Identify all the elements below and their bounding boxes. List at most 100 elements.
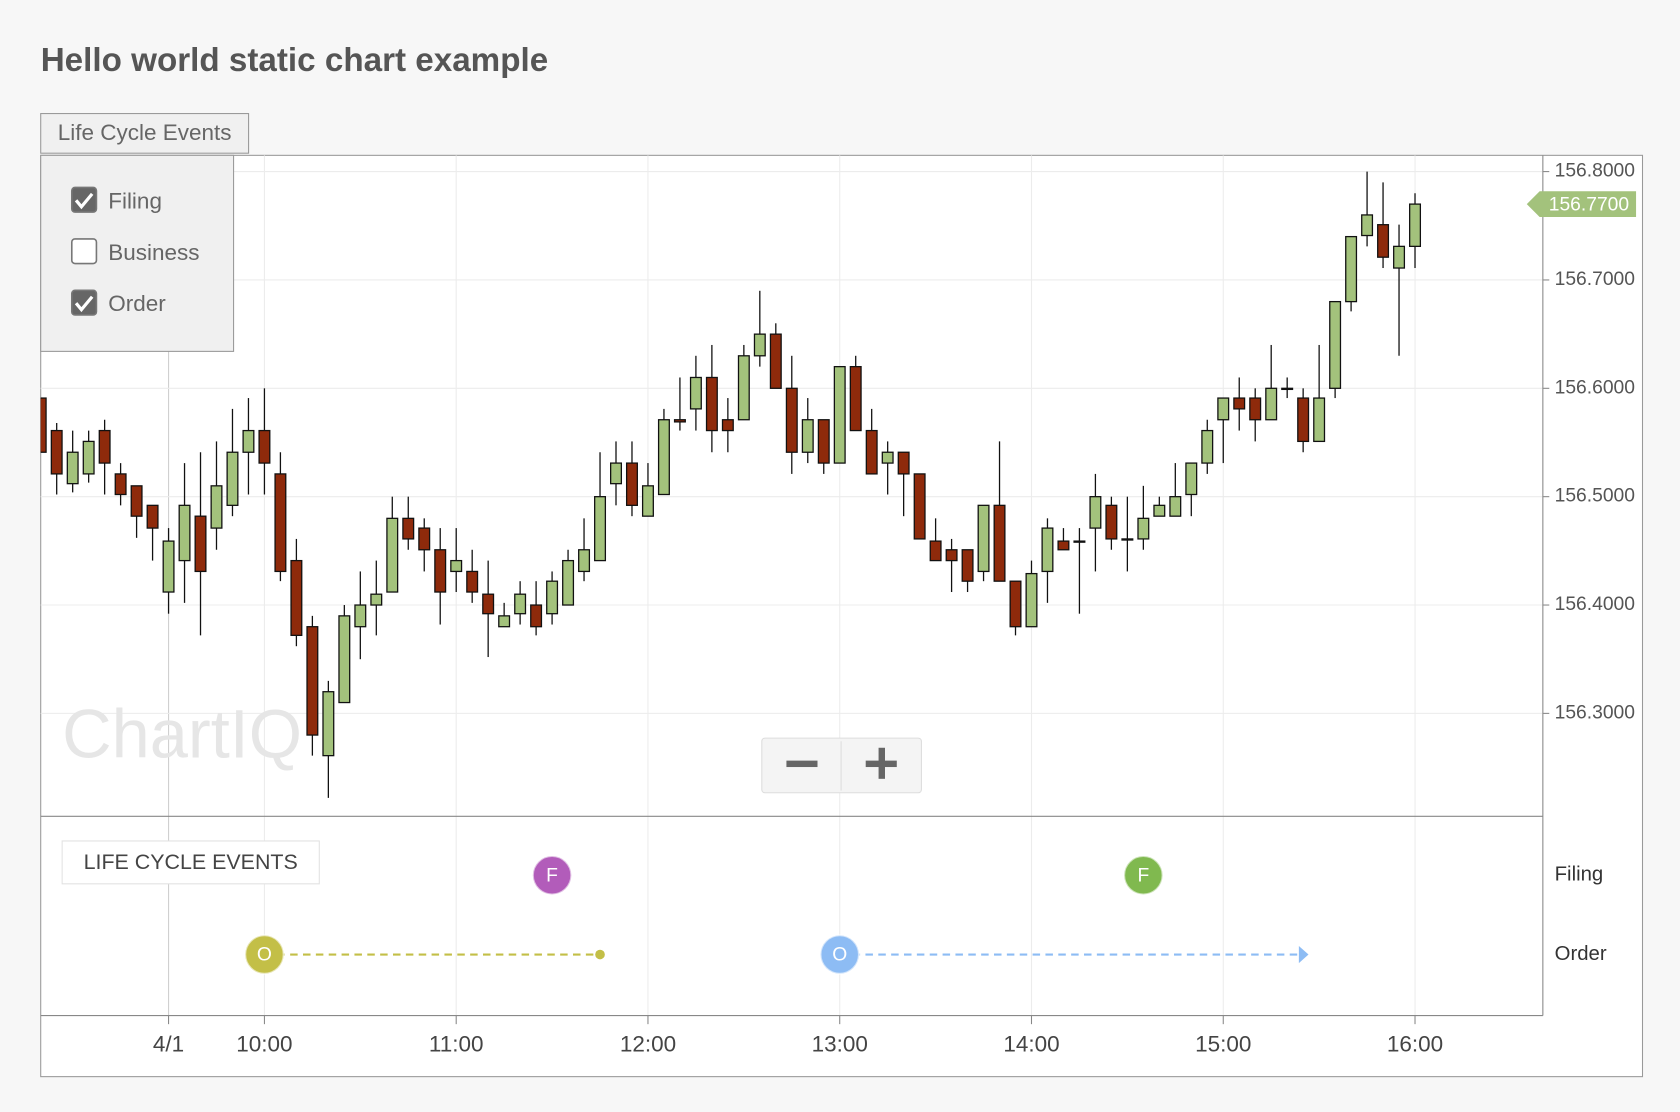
candle-body xyxy=(322,691,335,757)
plus-icon-v xyxy=(878,747,885,779)
event-marker[interactable] xyxy=(531,854,573,896)
candle-body xyxy=(50,429,63,475)
checkbox[interactable] xyxy=(70,238,98,265)
checkbox[interactable] xyxy=(70,289,98,316)
button-box[interactable] xyxy=(40,113,250,154)
candle-body xyxy=(1233,397,1246,410)
candle-body xyxy=(785,387,798,453)
page-title: Hello world static chart example xyxy=(41,42,548,79)
candle-body xyxy=(1393,245,1406,269)
candle-body xyxy=(625,462,638,506)
candle-body xyxy=(434,549,447,593)
candle-body xyxy=(1121,538,1134,541)
candle-body xyxy=(1329,300,1342,389)
candle-body xyxy=(897,451,910,475)
event-marker[interactable] xyxy=(244,934,285,975)
y-tick-label: 156.7000 xyxy=(1555,269,1635,290)
candle-body xyxy=(66,451,79,485)
candle-body xyxy=(657,419,670,496)
candle-body xyxy=(1025,572,1038,628)
candle-body xyxy=(1297,397,1310,443)
candle-body xyxy=(546,580,559,615)
menu-label[interactable]: Business xyxy=(108,240,199,265)
candle-body xyxy=(370,593,383,606)
candle-body xyxy=(1361,214,1374,237)
minus-icon xyxy=(786,760,818,768)
candle-body xyxy=(514,593,527,615)
candle-body xyxy=(98,429,111,464)
checkbox[interactable] xyxy=(70,186,98,213)
panel-title-box xyxy=(61,840,320,885)
candle-body xyxy=(578,549,591,573)
candle-body xyxy=(1105,504,1118,540)
candle-body xyxy=(146,504,159,529)
candle-body xyxy=(1345,235,1358,303)
candle-body xyxy=(130,485,143,517)
candle-body xyxy=(913,473,926,540)
candle-body xyxy=(1009,580,1022,628)
candle-body xyxy=(386,517,399,593)
menu-item[interactable]: Business xyxy=(70,238,200,265)
menu-label[interactable]: Order xyxy=(108,291,166,316)
candle-body xyxy=(1041,527,1054,573)
event-end-dot xyxy=(595,949,605,960)
menu-item[interactable]: Order xyxy=(70,289,166,316)
candle-body xyxy=(530,604,543,628)
zoom-out[interactable] xyxy=(762,739,840,792)
event-marker-label: F xyxy=(1137,865,1149,886)
x-tick-label: 12:00 xyxy=(620,1032,676,1057)
candle-body xyxy=(1249,397,1262,421)
candle-body xyxy=(402,517,415,540)
candle-body xyxy=(594,496,607,562)
candle-body xyxy=(1089,496,1102,529)
watermark: ChartIQ xyxy=(62,695,302,772)
candle-body xyxy=(226,451,239,506)
y-tick-label: 156.8000 xyxy=(1555,161,1635,182)
candle-body xyxy=(82,440,95,475)
candle-body xyxy=(1409,203,1422,248)
candle-body xyxy=(945,549,958,562)
candle-body xyxy=(961,549,974,582)
candle-body xyxy=(40,397,47,453)
event-marker-label: O xyxy=(832,945,847,966)
candle-body xyxy=(817,419,830,464)
last-price-label: 156.7700 xyxy=(1549,194,1629,215)
x-tick-label: 15:00 xyxy=(1195,1032,1251,1057)
candle-body xyxy=(498,615,511,628)
candle-body xyxy=(306,626,319,736)
candle-body xyxy=(290,559,303,637)
candle-body xyxy=(1137,517,1150,540)
x-tick-label: 16:00 xyxy=(1387,1032,1443,1057)
zoom-in[interactable] xyxy=(842,739,921,792)
candle-body xyxy=(1265,387,1278,421)
y-tick-label: 156.4000 xyxy=(1555,594,1635,615)
event-row-label: Order xyxy=(1555,943,1607,965)
last-price-tag xyxy=(1526,191,1637,217)
candle-body xyxy=(801,419,814,453)
candle-body xyxy=(354,604,367,628)
candle-body xyxy=(258,429,271,464)
event-marker-label: O xyxy=(257,945,272,966)
candle-body xyxy=(610,462,623,485)
event-end-arrow xyxy=(1298,945,1309,964)
candle-body xyxy=(865,429,878,475)
candle-body xyxy=(242,429,255,453)
candle-body xyxy=(737,355,750,421)
y-tick-label: 156.5000 xyxy=(1555,486,1635,507)
event-marker[interactable] xyxy=(819,934,861,975)
menu-item[interactable]: Filing xyxy=(70,186,162,213)
event-marker[interactable] xyxy=(1122,854,1164,896)
candle-body xyxy=(1201,429,1214,464)
checkmark xyxy=(74,192,94,210)
menu-label[interactable]: Filing xyxy=(108,188,162,213)
button-label[interactable]: Life Cycle Events xyxy=(58,120,232,145)
x-tick-label: 4/1 xyxy=(153,1032,184,1057)
candle-body xyxy=(641,485,654,517)
events-button[interactable]: Life Cycle Events xyxy=(40,113,250,154)
candle-body xyxy=(1153,504,1166,517)
candle-body xyxy=(769,333,782,389)
candle-body xyxy=(977,504,990,573)
candle-body xyxy=(418,527,431,551)
checkmark xyxy=(74,295,94,313)
